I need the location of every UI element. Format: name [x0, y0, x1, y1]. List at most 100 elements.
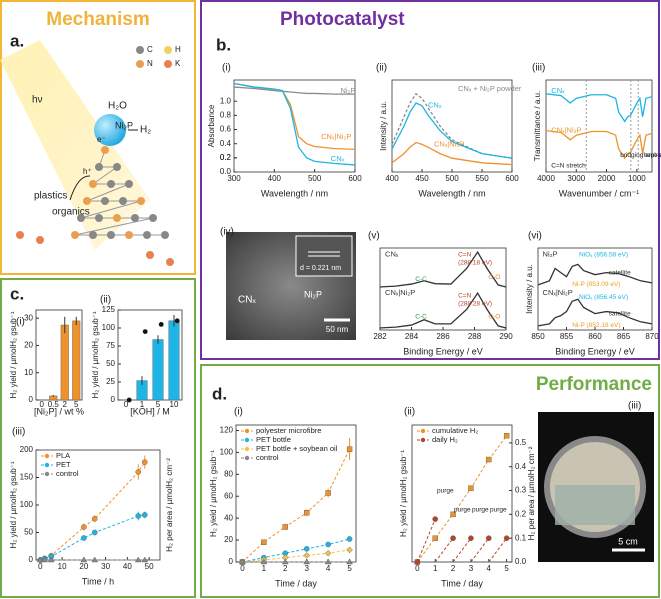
- x-tick-label: 4: [487, 564, 492, 573]
- annotation: (288.18 eV): [458, 259, 492, 266]
- marker: [135, 469, 142, 475]
- panel-letter: b.: [216, 35, 231, 54]
- series-line: [391, 141, 513, 166]
- legend-marker: [164, 46, 172, 54]
- x-tick-label: 550: [475, 174, 489, 183]
- legend-marker: [420, 428, 426, 434]
- marker: [346, 546, 353, 554]
- x-axis-label: Time / day: [275, 578, 317, 588]
- series-label: CNₓ|Ni₂P: [321, 132, 351, 141]
- arrow: [69, 175, 91, 201]
- y-tick-label: 60: [224, 491, 233, 500]
- legend-label: PET: [56, 460, 71, 469]
- marker: [135, 513, 142, 519]
- atom: [113, 214, 121, 222]
- atom-legend: C H N K: [136, 45, 181, 68]
- y-axis-label: H₂ yield / µmolH₂ gsub⁻¹: [399, 450, 408, 537]
- label: organics: [52, 207, 90, 218]
- legend-marker: [136, 60, 144, 68]
- series-label: CNₓ|Ni₂P: [434, 139, 464, 148]
- daily-segment: [434, 537, 454, 563]
- x-tick-label: 2: [283, 564, 288, 573]
- y-tick-label: 125: [102, 305, 116, 314]
- atom: [143, 231, 151, 239]
- x-tick-label: 600: [348, 174, 362, 183]
- series-line: [233, 86, 355, 95]
- plot-frame: [545, 79, 653, 173]
- marker: [47, 556, 55, 563]
- x-tick-label: 284: [405, 332, 419, 341]
- y-tick-label: 0: [29, 395, 34, 404]
- x-tick-label: 288: [468, 332, 482, 341]
- series-label: CNₓ|Ni₂P: [385, 288, 415, 297]
- label: H₂: [140, 125, 151, 136]
- y-tick-label: 150: [20, 473, 34, 482]
- series-line: [545, 93, 653, 123]
- marker: [325, 541, 331, 548]
- marker: [141, 459, 148, 465]
- annotation: C-C: [415, 314, 427, 321]
- bar: [168, 320, 180, 401]
- y2-axis-label: H₂ per area / µmolH₂ cm⁻²: [165, 458, 174, 552]
- y-axis-label: H₂ yield / µmolH₂ gsub⁻¹: [91, 311, 100, 398]
- y-axis-label: Intensity / a.u.: [525, 264, 534, 314]
- panel-label: (iii): [628, 401, 641, 412]
- annotation: C-O: [488, 314, 500, 321]
- legend-label: C: [147, 45, 153, 54]
- marker: [503, 433, 510, 439]
- annotation: C=N: [458, 292, 471, 299]
- x-tick-label: 290: [499, 332, 513, 341]
- point: [126, 397, 132, 403]
- y-tick-label: 50: [24, 528, 33, 537]
- point: [158, 322, 164, 327]
- panel-letter: a.: [10, 31, 24, 50]
- x-tick-label: 300: [227, 174, 241, 183]
- x-tick-label: 1: [140, 400, 145, 409]
- panel-label: (iv): [220, 227, 234, 238]
- x-tick-label: 0: [415, 564, 420, 573]
- annotation: Ni-P (852.18 eV): [572, 322, 620, 329]
- legend-label: PET bottle: [256, 435, 291, 444]
- marker: [134, 556, 142, 563]
- legend-marker: [136, 46, 144, 54]
- y-tick-label: 25: [106, 377, 115, 386]
- legend-label: daily H₂: [432, 435, 458, 444]
- marker: [485, 535, 492, 541]
- legend-label: cumulative H₂: [432, 426, 478, 435]
- x-tick-label: 400: [385, 174, 399, 183]
- series-line: [242, 448, 351, 563]
- marker: [324, 558, 332, 565]
- x-tick-label: 10: [58, 562, 67, 571]
- marker: [450, 535, 456, 541]
- x-tick-label: 500: [308, 174, 322, 183]
- y-tick-label: 0: [229, 557, 234, 566]
- annotation: C-C: [415, 276, 427, 283]
- legend-marker: [244, 455, 250, 461]
- y-tick-label: 80: [224, 469, 233, 478]
- y-tick-label: 75: [106, 341, 115, 350]
- series-line: [242, 549, 350, 563]
- marker: [468, 535, 474, 541]
- legend-label: PET bottle + soybean oil: [256, 444, 338, 453]
- y-tick-label: 0: [29, 555, 34, 564]
- x-tick-label: 870: [645, 332, 659, 341]
- atom: [166, 258, 174, 266]
- series-line: [379, 291, 507, 329]
- y-tick-label: 0.6: [220, 125, 232, 134]
- plot-frame: [117, 309, 183, 401]
- x-tick-label: 20: [79, 562, 88, 571]
- marker: [81, 535, 87, 541]
- annotation: NiOₓ (856.58 eV): [579, 251, 628, 258]
- marker: [303, 546, 310, 552]
- y-axis-label: H₂ yield / µmolH₂ gsub⁻¹: [9, 311, 18, 398]
- marker: [91, 515, 98, 522]
- atom: [16, 231, 24, 239]
- atom: [107, 180, 115, 188]
- panel-label: (i): [234, 407, 243, 418]
- x-axis-label: Time / day: [441, 578, 483, 588]
- series-label: CNₓ: [385, 250, 399, 259]
- mechanism-frame: [0, 0, 196, 275]
- y-tick-label: 0.0: [220, 167, 232, 176]
- catalyst-particle: [94, 114, 126, 146]
